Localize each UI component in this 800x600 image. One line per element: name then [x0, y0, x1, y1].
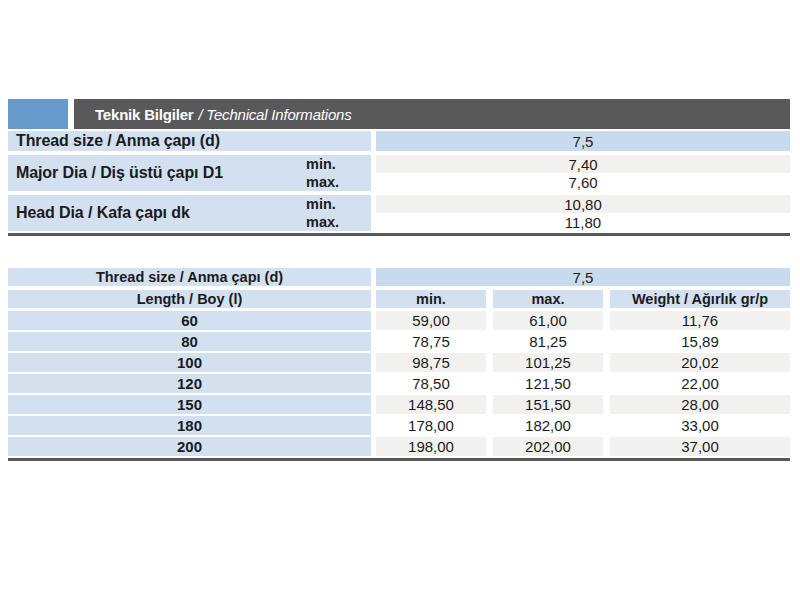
spec-thread-size-label: Thread size / Anma çapı (d): [8, 131, 371, 151]
col-header-max: max.: [493, 290, 603, 308]
header-accent-square: [8, 99, 68, 129]
row-max: 61,00: [493, 311, 603, 330]
row-max: 101,25: [493, 353, 603, 372]
section-title-english: / Technical Informations: [198, 106, 351, 123]
row-weight: 37,00: [610, 437, 790, 456]
row-min: 59,00: [376, 311, 486, 330]
row-max: 121,50: [493, 374, 603, 393]
spec-major-dia-min-label: min.: [300, 155, 371, 173]
col-header-weight: Weight / Ağırlık gr/p: [610, 290, 790, 308]
row-max: 202,00: [493, 437, 603, 456]
row-weight: 15,89: [610, 332, 790, 351]
spec-head-dia-min-value: 10,80: [376, 195, 790, 213]
spec-major-dia-max-label: max.: [300, 173, 371, 191]
spec-table: Thread size / Anma çapı (d) 7,5 Major Di…: [8, 131, 790, 231]
row-length: 120: [8, 374, 371, 393]
row-weight: 33,00: [610, 416, 790, 435]
section-header-bar: Teknik Bilgiler / Technical Informations: [74, 99, 790, 129]
spec-head-dia-label: Head Dia / Kafa çapı dk: [8, 195, 300, 231]
row-length: 80: [8, 332, 371, 351]
spec-head-dia-max-label: max.: [300, 213, 371, 231]
section-title-turkish: Teknik Bilgiler: [95, 106, 193, 123]
row-min: 78,50: [376, 374, 486, 393]
col-header-length: Length / Boy (l): [8, 290, 371, 308]
row-min: 178,00: [376, 416, 486, 435]
row-length: 200: [8, 437, 371, 456]
col-header-min: min.: [376, 290, 486, 308]
row-min: 98,75: [376, 353, 486, 372]
spec-major-dia-min-value: 7,40: [376, 155, 790, 173]
catalog-page: Teknik Bilgiler / Technical Informations…: [0, 0, 800, 600]
row-weight: 28,00: [610, 395, 790, 414]
row-length: 180: [8, 416, 371, 435]
row-weight: 11,76: [610, 311, 790, 330]
length-thread-size-label: Thread size / Anma çapı (d): [8, 268, 371, 286]
row-length: 60: [8, 311, 371, 330]
spec-head-dia-max-value: 11,80: [376, 213, 790, 231]
spec-table-bottom-rule: [8, 233, 790, 236]
row-weight: 22,00: [610, 374, 790, 393]
row-min: 148,50: [376, 395, 486, 414]
length-thread-size-value: 7,5: [376, 268, 790, 286]
length-table: Thread size / Anma çapı (d) 7,5 Length /…: [8, 268, 790, 456]
row-length: 100: [8, 353, 371, 372]
spec-head-dia-min-label: min.: [300, 195, 371, 213]
spec-major-dia-max-value: 7,60: [376, 173, 790, 191]
row-max: 151,50: [493, 395, 603, 414]
length-table-bottom-rule: [8, 458, 790, 461]
row-max: 81,25: [493, 332, 603, 351]
row-min: 78,75: [376, 332, 486, 351]
row-weight: 20,02: [610, 353, 790, 372]
row-length: 150: [8, 395, 371, 414]
spec-major-dia-label: Major Dia / Diş üstü çapı D1: [8, 155, 300, 191]
row-min: 198,00: [376, 437, 486, 456]
spec-thread-size-value: 7,5: [376, 131, 790, 151]
row-max: 182,00: [493, 416, 603, 435]
